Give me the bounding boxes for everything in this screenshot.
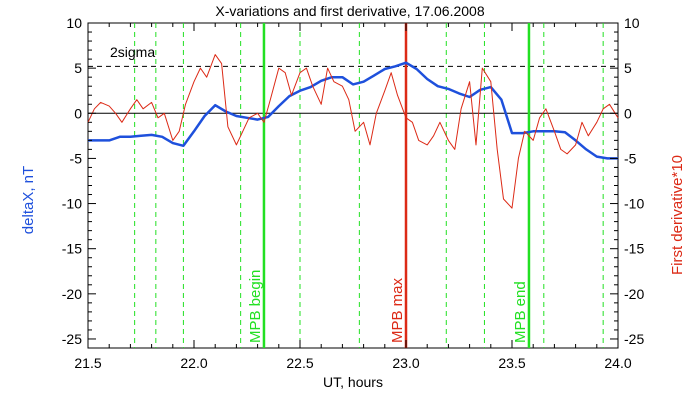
ytick-label-left-4: -10 <box>62 196 82 212</box>
ytick-label-right-6: -20 <box>624 286 644 302</box>
ytick-label-left-6: -20 <box>62 286 82 302</box>
mpb-markers: MPB begin MPB max MPB end <box>247 23 531 348</box>
axis-ticks: 10 10 5 5 0 0 -5 -5 -10 -10 -15 -15 -20 -20 -25 -25 21.5… <box>62 15 645 371</box>
ytick-label-right-5: -15 <box>624 241 644 257</box>
ytick-label-right-2: 0 <box>624 105 632 121</box>
series <box>87 54 619 209</box>
xtick-label-3: 23.0 <box>392 355 419 371</box>
ytick-label-right-1: 5 <box>624 60 632 76</box>
marker-label-2: MPB end <box>512 281 529 343</box>
ytick-label-left-1: 5 <box>74 60 82 76</box>
series-line-derivative <box>87 54 619 209</box>
y-axis-label-right: First derivative*10 <box>669 155 686 275</box>
sigma-label: 2sigma <box>110 44 155 60</box>
ytick-label-right-7: -25 <box>624 331 644 347</box>
xtick-label-5: 24.0 <box>604 355 631 371</box>
ytick-label-right-3: -5 <box>624 150 637 166</box>
xtick-label-1: 22.0 <box>180 355 207 371</box>
ytick-label-left-0: 10 <box>66 15 82 31</box>
dashed-markers <box>134 23 604 348</box>
marker-label-1: MPB max <box>389 277 406 343</box>
ytick-label-left-7: -25 <box>62 331 82 347</box>
y-axis-label-left: deltaX, nT <box>20 166 37 234</box>
ytick-label-left-2: 0 <box>74 105 82 121</box>
chart-title: X-variations and first derivative, 17.06… <box>215 3 484 19</box>
series-line-deltaX <box>88 61 618 160</box>
xtick-label-0: 21.5 <box>74 355 101 371</box>
marker-label-0: MPB begin <box>247 270 264 343</box>
xtick-label-2: 22.5 <box>286 355 313 371</box>
plot-frame <box>87 22 619 349</box>
xtick-label-4: 23.5 <box>498 355 525 371</box>
ytick-label-left-3: -5 <box>70 150 83 166</box>
reference-lines <box>88 65 618 114</box>
x-axis-label: UT, hours <box>323 374 383 390</box>
ytick-label-left-5: -15 <box>62 241 82 257</box>
ytick-label-right-0: 10 <box>624 15 640 31</box>
ytick-label-right-4: -10 <box>624 196 644 212</box>
